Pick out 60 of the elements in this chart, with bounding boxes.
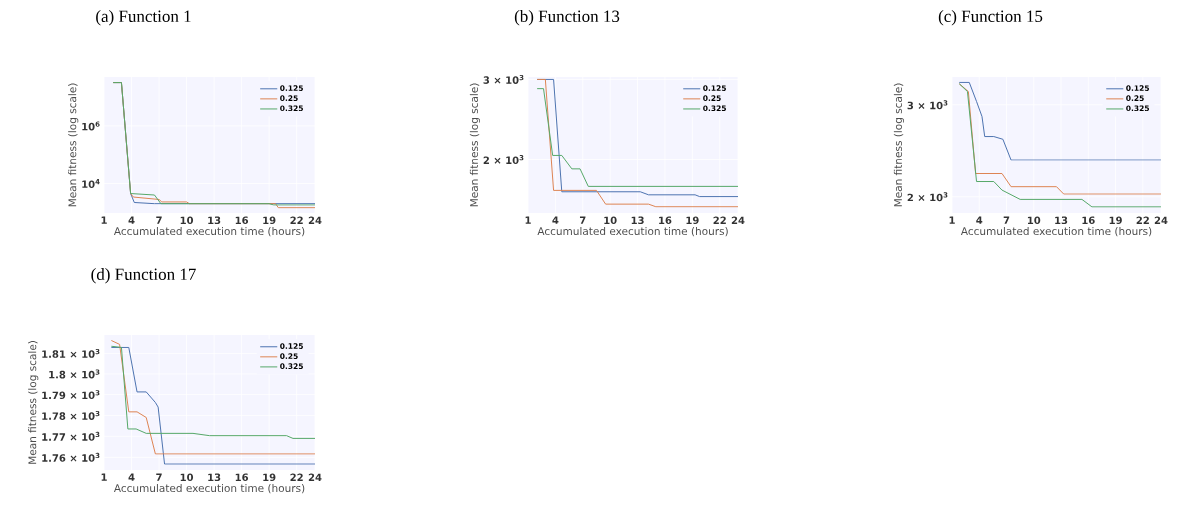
x-tick-label: 16 bbox=[235, 473, 249, 482]
x-axis-title: Accumulated execution time (hours) bbox=[113, 226, 305, 237]
y-axis-title: Mean fitness (log scale) bbox=[28, 341, 39, 464]
x-tick-label: 7 bbox=[1003, 216, 1010, 224]
y-axis-title: Mean fitness (log scale) bbox=[469, 83, 481, 207]
x-tick-label: 10 bbox=[1027, 216, 1041, 225]
x-tick-label: 22 bbox=[290, 216, 303, 224]
y-tick-label: 1.8 × 10$^{3}$ bbox=[49, 369, 100, 379]
x-tick-label: 4 bbox=[128, 216, 135, 224]
x-tick-label: 1 bbox=[101, 473, 107, 481]
x-tick-label: 1 bbox=[949, 216, 955, 224]
y-tick-label: 1.81 × 10$^{3}$ bbox=[42, 348, 100, 358]
y-tick-label: 10$^{4}$ bbox=[82, 179, 100, 188]
y-axis-title: Mean fitness (log scale) bbox=[68, 83, 79, 207]
x-tick-label: 16 bbox=[1082, 216, 1095, 225]
chart-title: (a) Function 1 bbox=[96, 10, 191, 26]
x-axis-title: Accumulated execution time (hours) bbox=[537, 226, 728, 237]
x-tick-label: 4 bbox=[976, 216, 983, 224]
x-tick-label: 13 bbox=[208, 473, 221, 482]
x-tick-label: 19 bbox=[686, 216, 699, 225]
x-tick-label: 10 bbox=[604, 216, 617, 225]
y-tick-label: 1.79 × 10$^{3}$ bbox=[42, 390, 100, 400]
x-tick-label: 24 bbox=[308, 473, 322, 481]
x-tick-label: 24 bbox=[308, 216, 322, 224]
x-tick-label: 7 bbox=[156, 216, 162, 224]
x-tick-label: 13 bbox=[1055, 216, 1068, 225]
x-tick-label: 19 bbox=[263, 216, 276, 225]
x-tick-label: 1 bbox=[101, 216, 107, 224]
x-tick-label: 24 bbox=[731, 216, 745, 224]
x-tick-label: 22 bbox=[1136, 216, 1149, 224]
y-tick-label: 2 × 10$^{3}$ bbox=[483, 155, 524, 165]
chart-title: (d) Function 17 bbox=[91, 268, 196, 284]
x-tick-label: 4 bbox=[552, 216, 559, 224]
x-tick-label: 13 bbox=[208, 216, 221, 225]
x-tick-label: 7 bbox=[579, 216, 586, 224]
y-tick-label: 3 × 10$^{3}$ bbox=[907, 100, 948, 110]
y-axis-title: Mean fitness (log scale) bbox=[893, 83, 905, 207]
x-axis-title: Accumulated execution time (hours) bbox=[960, 226, 1152, 237]
x-tick-label: 7 bbox=[156, 473, 162, 481]
x-tick-label: 24 bbox=[1154, 216, 1168, 224]
chart-title: (c) Function 15 bbox=[938, 10, 1043, 26]
x-tick-label: 16 bbox=[235, 216, 249, 225]
x-tick-label: 4 bbox=[128, 473, 135, 481]
x-tick-label: 22 bbox=[290, 473, 303, 481]
y-tick-label: 10$^{6}$ bbox=[82, 121, 100, 131]
y-tick-label: 2 × 10$^{3}$ bbox=[907, 192, 948, 202]
x-tick-label: 16 bbox=[659, 216, 672, 225]
y-tick-label: 1.77 × 10$^{3}$ bbox=[42, 431, 100, 441]
chart-title: (b) Function 13 bbox=[514, 10, 620, 26]
x-tick-label: 1 bbox=[525, 216, 531, 224]
y-tick-label: 1.76 × 10$^{3}$ bbox=[42, 452, 100, 462]
y-tick-label: 1.78 × 10$^{3}$ bbox=[42, 410, 100, 420]
x-tick-label: 19 bbox=[1109, 216, 1122, 225]
x-tick-label: 13 bbox=[631, 216, 644, 225]
x-tick-label: 19 bbox=[263, 473, 276, 482]
x-tick-label: 10 bbox=[180, 216, 194, 225]
x-axis-title: Accumulated execution time (hours) bbox=[113, 483, 305, 494]
x-tick-label: 22 bbox=[713, 216, 726, 224]
y-tick-label: 3 × 10$^{3}$ bbox=[483, 74, 524, 84]
x-tick-label: 10 bbox=[180, 473, 194, 482]
